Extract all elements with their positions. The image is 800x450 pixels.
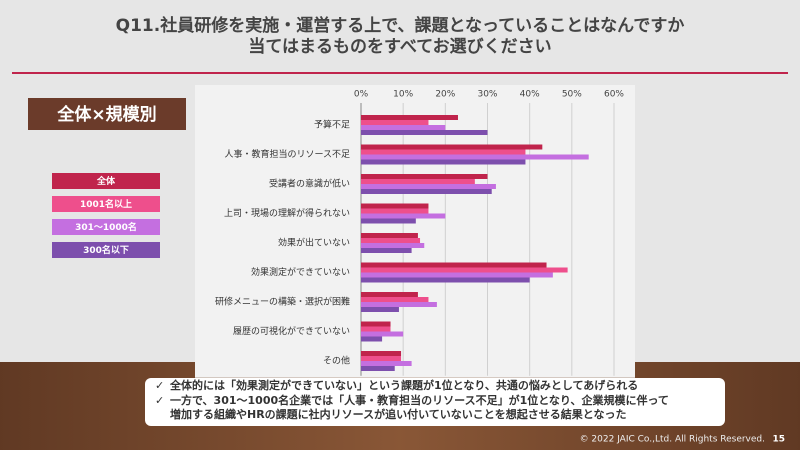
bar: [361, 238, 421, 243]
page-number: 15: [772, 435, 785, 445]
bar: [361, 120, 429, 125]
y-tick-label: 効果が出ていない: [278, 237, 350, 249]
bar: [361, 208, 429, 214]
note: 一方で、301～1000名企業では「人事・教育担当のリソース不足」が1位となり、…: [170, 393, 669, 407]
legend-label: 全体: [96, 175, 116, 187]
bar: [361, 130, 488, 135]
bar: [361, 203, 429, 209]
y-tick-label: 予算不足: [314, 119, 350, 131]
bar: [361, 243, 425, 248]
bar: [361, 302, 437, 307]
y-tick-label: その他: [323, 355, 350, 367]
bar: [361, 331, 404, 337]
bar: [361, 174, 488, 179]
legend-label: 300名以下: [83, 244, 129, 256]
x-tick-label: 0%: [354, 90, 369, 100]
bar: [361, 154, 589, 160]
bar: [361, 356, 402, 361]
legend-label: 301～1000名: [75, 221, 137, 233]
bar: [361, 262, 547, 268]
bar: [361, 321, 391, 327]
badge-text: 全体×規模別: [56, 104, 156, 125]
y-tick-label: 人事・教育担当のリソース不足: [224, 148, 350, 160]
bar: [361, 351, 402, 356]
legend-swatch: [52, 219, 160, 235]
bar: [361, 179, 475, 184]
bar: [361, 159, 526, 165]
notes-box: [145, 378, 725, 426]
bar: [361, 248, 412, 253]
bar: [361, 326, 391, 332]
badge: [28, 98, 186, 130]
bar: [361, 277, 530, 283]
y-tick-label: 受講者の意識が低い: [269, 178, 350, 190]
bar: [361, 297, 429, 302]
bar: [361, 292, 418, 297]
x-tick-label: 50%: [562, 90, 582, 100]
x-tick-label: 20%: [435, 90, 455, 100]
bar: [361, 366, 395, 371]
bar: [361, 233, 418, 238]
legend-swatch: [52, 242, 160, 258]
bar: [361, 267, 568, 273]
note: 全体的には「効果測定ができていない」という課題が1位となり、共通の悩みとしてあげ…: [169, 378, 638, 392]
bar: [361, 336, 383, 342]
bar: [361, 218, 416, 224]
x-tick-label: 10%: [393, 90, 413, 100]
x-tick-label: 30%: [477, 90, 497, 100]
title-line: 当てはまるものをすべてお選びください: [248, 36, 551, 57]
y-tick-label: 履歴の可視化ができていない: [233, 325, 350, 337]
bar: [361, 184, 496, 189]
footer: © 2022 JAIC Co.,Ltd. All Rights Reserved…: [580, 435, 765, 445]
legend-label: 1001名以上: [80, 198, 132, 210]
title-line: Q11.社員研修を実施・運営する上で、課題となっていることはなんですか: [116, 15, 685, 36]
bar: [361, 213, 446, 219]
y-tick-label: 研修メニューの構築・選択が困難: [215, 296, 350, 308]
check: ✓: [155, 379, 164, 392]
bar: [361, 189, 492, 194]
bar: [361, 361, 412, 366]
bar: [361, 149, 526, 155]
x-tick-label: 60%: [604, 90, 624, 100]
y-tick-label: 効果測定ができていない: [251, 266, 350, 278]
bar: [361, 115, 458, 120]
bar: [361, 125, 446, 130]
bar: [361, 144, 543, 150]
note: 増加する組織やHRの課題に社内リソースが追い付いていないことを想起させる結果とな…: [170, 407, 626, 421]
check: ✓: [155, 394, 164, 407]
legend-swatch: [52, 196, 160, 212]
x-tick-label: 40%: [520, 90, 540, 100]
y-tick-label: 上司・現場の理解が得られない: [224, 207, 350, 219]
bar: [361, 307, 399, 312]
legend-swatch: [52, 173, 160, 189]
bar: [361, 272, 553, 278]
